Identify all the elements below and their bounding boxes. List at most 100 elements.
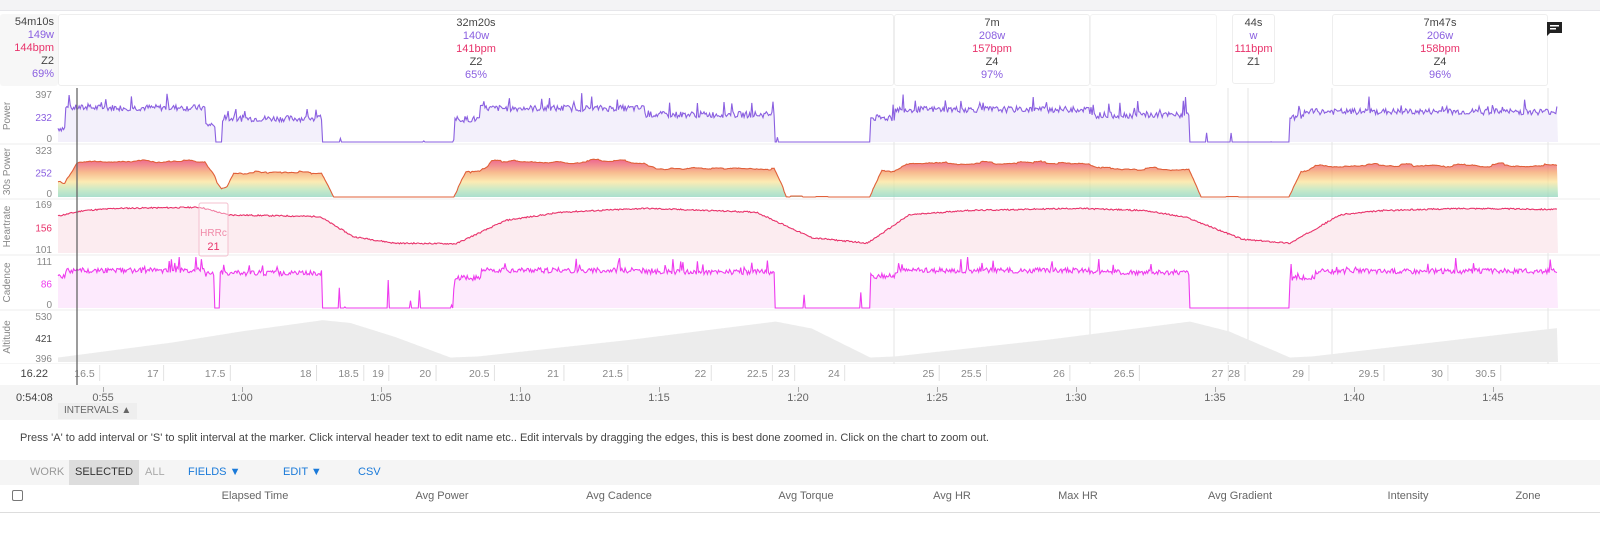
interval-hr: 141bpm: [456, 43, 496, 55]
distance-axis-start: 16.22: [20, 368, 48, 380]
hrrc-marker-label: HRRc: [200, 228, 227, 239]
time-tick-mark: [797, 387, 799, 392]
y-tick-label: 0: [46, 189, 52, 200]
30s-power-area: [58, 159, 1558, 197]
interval-header[interactable]: 7m 208w 157bpm Z4 97%: [894, 14, 1090, 86]
interval-power: 140w: [462, 30, 490, 42]
interval-header[interactable]: 7m47s 206w 158bpm Z4 96%: [1332, 14, 1548, 86]
summary-intensity: 69%: [31, 68, 54, 80]
panel-label-30s-power: 30s Power: [2, 147, 13, 195]
time-tick-mark: [1492, 387, 1494, 392]
interval-intensity: 96%: [1428, 69, 1452, 81]
cadence-area: [58, 257, 1558, 308]
power-line: [57, 93, 1558, 143]
interval-duration[interactable]: 32m20s: [456, 17, 496, 29]
y-tick-label: 86: [41, 280, 53, 291]
interval-zone: Z4: [1433, 56, 1447, 68]
top-strip: [0, 0, 1600, 11]
time-tick-mark: [936, 387, 938, 392]
distance-tick-label: 22.5: [747, 368, 768, 380]
time-tick-label: 1:40: [1343, 392, 1365, 404]
distance-tick-label: 22: [695, 368, 707, 380]
distance-tick-label: 25: [923, 368, 935, 380]
time-tick-label: 1:30: [1065, 392, 1087, 404]
cadence-line: [57, 256, 1558, 309]
column-intensity[interactable]: Intensity: [1387, 490, 1429, 502]
time-tick-mark: [1075, 387, 1077, 392]
interval-duration[interactable]: 44s: [1244, 17, 1263, 29]
interval-hr: 157bpm: [972, 43, 1012, 55]
csv-button[interactable]: CSV: [358, 466, 381, 478]
edit-dropdown[interactable]: EDIT ▼: [283, 466, 322, 478]
distance-tick-label: 20.5: [469, 368, 490, 380]
tab-selected[interactable]: SELECTED: [69, 460, 140, 485]
panel-label-altitude: Altitude: [2, 320, 13, 354]
distance-tick-label: 30.5: [1475, 368, 1496, 380]
intervals-toggle-button[interactable]: INTERVALS ▲: [58, 403, 138, 419]
y-tick-label: 252: [35, 169, 52, 180]
column-avg-torque[interactable]: Avg Torque: [778, 490, 834, 502]
column-avg-gradient[interactable]: Avg Gradient: [1207, 490, 1273, 502]
y-tick-label: 0: [46, 134, 52, 145]
summary-duration: 54m10s: [14, 16, 54, 28]
interval-power: 206w: [1426, 30, 1454, 42]
time-axis-start: 0:54:08: [16, 392, 53, 404]
distance-tick-label: 18: [300, 368, 312, 380]
distance-tick-label: 20: [419, 368, 431, 380]
column-avg-hr[interactable]: Avg HR: [933, 490, 971, 502]
interval-zone: Z4: [985, 56, 999, 68]
intervals-table-header: [0, 485, 1600, 513]
time-tick-label: 1:15: [648, 392, 670, 404]
y-tick-label: 397: [35, 90, 52, 101]
time-tick-label: 1:25: [926, 392, 948, 404]
y-tick-label: 323: [35, 146, 52, 157]
y-tick-label: 396: [35, 354, 52, 365]
time-tick-mark: [103, 387, 105, 392]
time-tick-label: 1:45: [1482, 392, 1504, 404]
distance-tick-label: 21.5: [602, 368, 623, 380]
distance-tick-label: 26: [1053, 368, 1065, 380]
time-tick-label: 0:55: [92, 392, 114, 404]
select-all-checkbox[interactable]: [12, 490, 23, 501]
column-avg-cadence[interactable]: Avg Cadence: [586, 490, 652, 502]
time-tick-mark: [659, 387, 660, 392]
distance-tick-label: 28: [1228, 368, 1240, 380]
tab-all[interactable]: ALL: [145, 466, 165, 478]
summary-zone: Z2: [41, 55, 54, 67]
fields-dropdown[interactable]: FIELDS ▼: [188, 466, 241, 478]
distance-tick-label: 27: [1212, 368, 1224, 380]
interval-duration[interactable]: 7m47s: [1423, 17, 1457, 29]
distance-tick-label: 16.5: [74, 368, 95, 380]
interval-duration[interactable]: 7m: [984, 17, 1000, 29]
column-avg-power[interactable]: Avg Power: [415, 490, 469, 502]
y-tick-label: 421: [35, 334, 52, 345]
column-max-hr[interactable]: Max HR: [1058, 490, 1098, 502]
distance-tick-label: 18.5: [338, 368, 359, 380]
interval-hr: 158bpm: [1420, 43, 1460, 55]
y-tick-label: 0: [46, 300, 52, 311]
interval-power: 208w: [978, 30, 1006, 42]
comment-icon[interactable]: [1546, 21, 1563, 36]
30s-power-line: [57, 158, 1558, 198]
time-tick-mark: [1214, 387, 1216, 392]
distance-tick-label: 21: [547, 368, 559, 380]
distance-tick-label: 30: [1431, 368, 1443, 380]
distance-tick-label: 25.5: [961, 368, 982, 380]
column-elapsed-time[interactable]: Elapsed Time: [221, 490, 289, 502]
interval-header[interactable]: 44s w 111bpm Z1: [1232, 14, 1275, 84]
time-tick-label: 1:20: [787, 392, 809, 404]
power-area: [58, 93, 1558, 142]
column-zone[interactable]: Zone: [1515, 490, 1541, 502]
altitude-area: [58, 320, 1558, 362]
heartrate-line: [57, 206, 1558, 245]
tab-work[interactable]: WORK: [30, 466, 65, 478]
interval-header[interactable]: 32m20s 140w 141bpm Z2 65%: [58, 14, 894, 86]
distance-axis: [0, 364, 1600, 382]
interval-hr: 111bpm: [1234, 43, 1273, 55]
y-tick-label: 169: [35, 200, 52, 211]
y-tick-label: 101: [35, 245, 52, 256]
intervals-hint: Press 'A' to add interval or 'S' to spli…: [20, 432, 989, 444]
time-tick-label: 1:10: [509, 392, 531, 404]
interval-zone: Z2: [469, 56, 483, 68]
